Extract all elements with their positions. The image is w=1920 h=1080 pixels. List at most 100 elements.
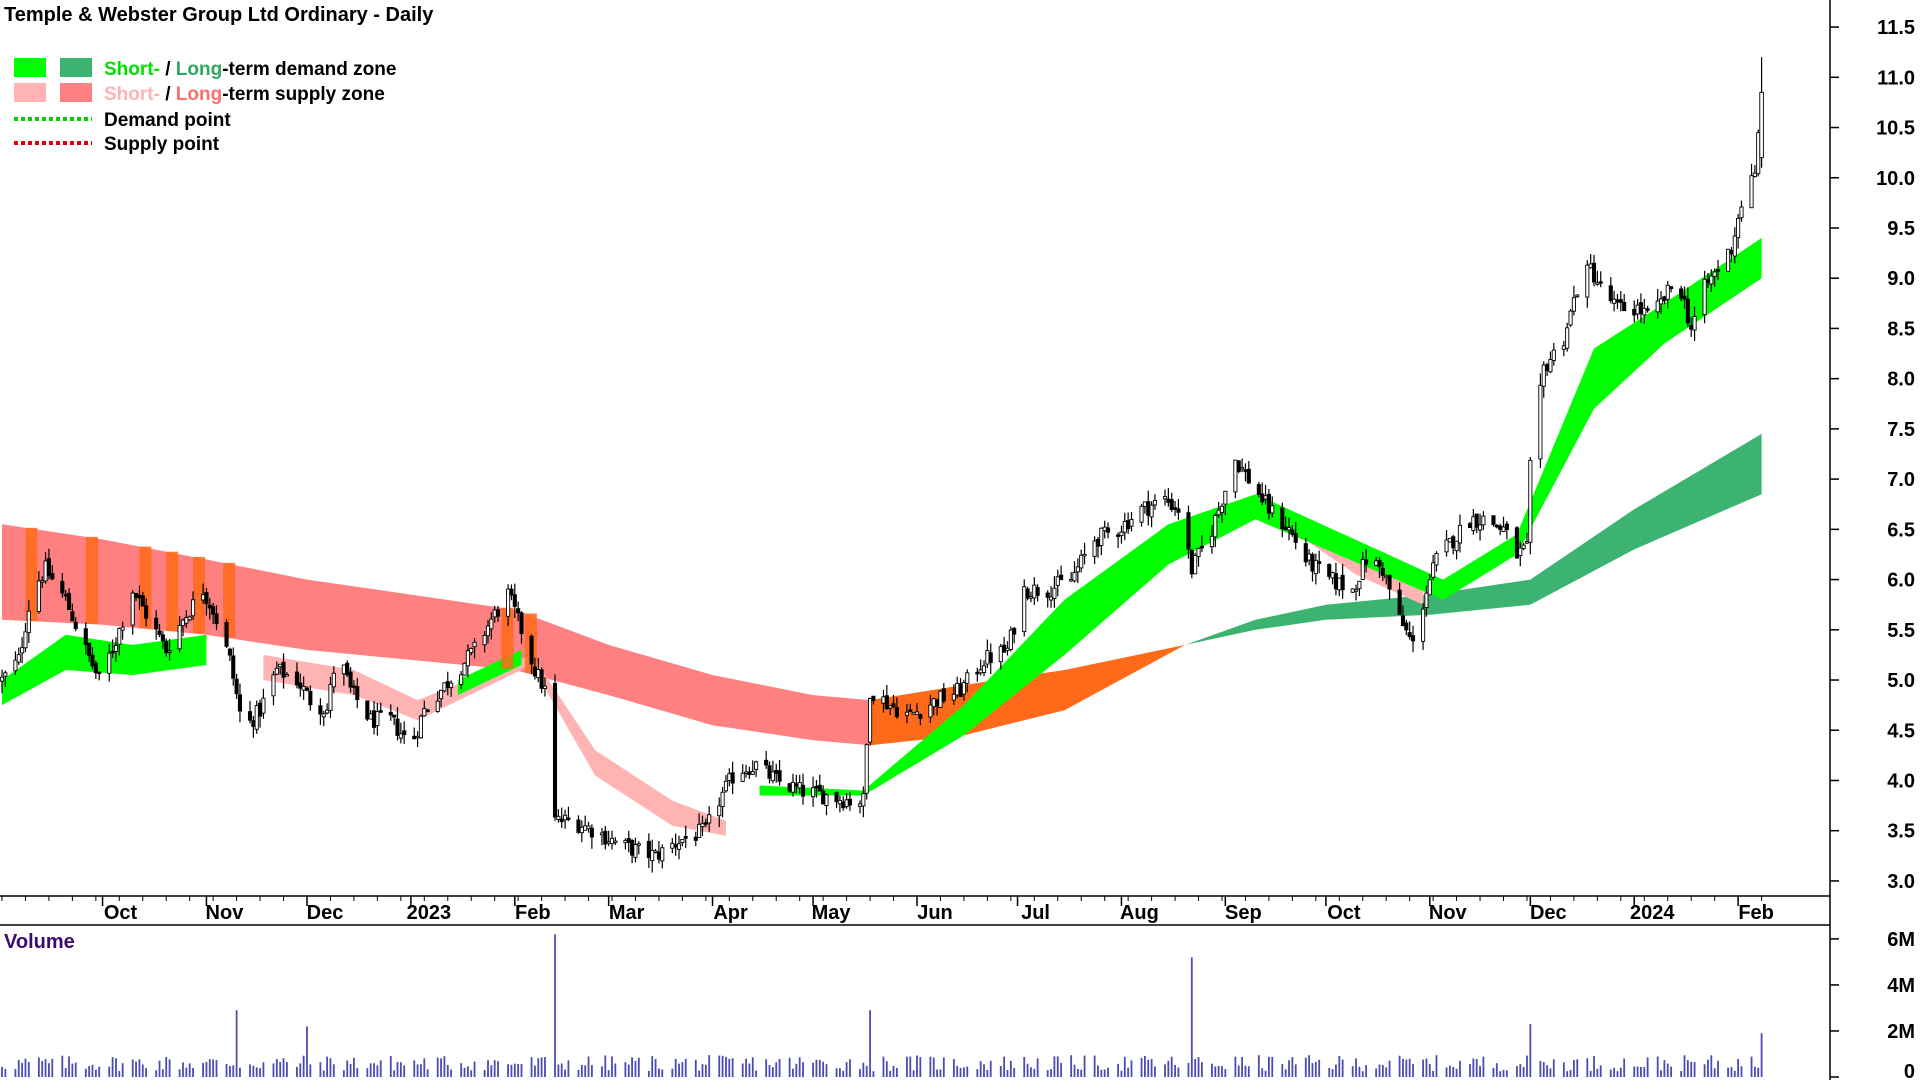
candle-body bbox=[1501, 526, 1506, 533]
volume-bar bbox=[872, 1071, 875, 1077]
volume-bar bbox=[681, 1062, 684, 1077]
candle-body bbox=[1434, 553, 1439, 566]
candle-body bbox=[187, 616, 192, 621]
volume-bar bbox=[1140, 1057, 1143, 1077]
candle-body bbox=[1561, 345, 1566, 350]
candle-body bbox=[1498, 525, 1503, 530]
candle-body bbox=[911, 712, 916, 715]
volume-bar bbox=[1073, 1064, 1076, 1077]
volume-bar bbox=[1100, 1069, 1103, 1077]
volume-bar bbox=[64, 1068, 67, 1077]
candle-body bbox=[271, 674, 276, 697]
candle-body bbox=[697, 823, 702, 839]
candle-body bbox=[536, 669, 541, 679]
volume-bar bbox=[490, 1065, 493, 1077]
candle-body bbox=[1146, 501, 1151, 516]
volume-bar bbox=[1596, 1068, 1599, 1077]
volume-bar bbox=[37, 1057, 40, 1077]
volume-bar bbox=[725, 1057, 727, 1077]
volume-bar bbox=[1127, 1067, 1130, 1077]
volume-bar bbox=[1187, 1062, 1190, 1077]
volume-bar bbox=[326, 1056, 329, 1077]
candle-body bbox=[1481, 515, 1486, 526]
volume-bar bbox=[1740, 1066, 1743, 1077]
volume-bar bbox=[936, 1069, 938, 1077]
candle-body bbox=[1451, 536, 1456, 549]
volume-bar bbox=[1710, 1055, 1713, 1077]
candle-body bbox=[703, 822, 708, 825]
candle-body bbox=[814, 785, 819, 789]
candle-body bbox=[1357, 580, 1362, 590]
candle-body bbox=[304, 687, 310, 691]
time-tick-label: Dec bbox=[307, 902, 344, 924]
volume-bar bbox=[1526, 1055, 1528, 1077]
price-tick-label: 4.0 bbox=[1887, 770, 1915, 792]
time-tick-label: 2024 bbox=[1630, 902, 1675, 924]
volume-bar bbox=[1244, 1065, 1247, 1077]
candle-body bbox=[144, 605, 149, 619]
long-term-demand-zone bbox=[1185, 433, 1762, 645]
volume-bar bbox=[309, 1064, 312, 1077]
candle-body bbox=[1454, 540, 1459, 552]
candle-body bbox=[552, 683, 558, 818]
candle-body bbox=[214, 613, 219, 625]
volume-bar bbox=[1003, 1056, 1006, 1077]
candle-body bbox=[1122, 520, 1127, 533]
candle-body bbox=[204, 591, 209, 605]
candle-body bbox=[465, 650, 470, 667]
candle-body bbox=[70, 611, 75, 622]
price-tick-label: 6.5 bbox=[1887, 519, 1915, 541]
volume-bar bbox=[1660, 1070, 1662, 1077]
candle-body bbox=[1246, 468, 1251, 484]
volume-bar bbox=[678, 1063, 680, 1077]
candle-body bbox=[1186, 512, 1191, 550]
volume-bar bbox=[1586, 1058, 1589, 1077]
candle-body bbox=[754, 761, 759, 770]
candle-body bbox=[1035, 587, 1040, 596]
candle-body bbox=[20, 647, 25, 654]
volume-bar bbox=[1495, 1063, 1498, 1077]
volume-bar bbox=[718, 1055, 721, 1077]
candle-body bbox=[254, 705, 259, 730]
candle-body bbox=[975, 671, 980, 675]
volume-bar bbox=[1683, 1055, 1686, 1077]
time-ticks: Oct Nov Dec 2023 Feb Mar Apr May Jun Jul Aug Sep Oct… bbox=[1, 896, 1774, 924]
volume-bar bbox=[798, 1057, 801, 1077]
volume-bar bbox=[376, 1065, 379, 1077]
candle-body bbox=[1263, 495, 1268, 500]
volume-bar bbox=[1221, 1066, 1223, 1077]
candle-body bbox=[744, 771, 749, 774]
volume-bar bbox=[121, 1063, 124, 1077]
candle-body bbox=[1669, 286, 1674, 290]
volume-bar bbox=[373, 1063, 375, 1077]
volume-bar bbox=[1529, 1024, 1532, 1077]
candle-body bbox=[1189, 550, 1194, 575]
candle-body bbox=[1685, 298, 1690, 324]
volume-tick-label: 4M bbox=[1887, 975, 1915, 997]
volume-bar bbox=[607, 1070, 610, 1077]
volume-bar bbox=[835, 1068, 838, 1077]
candle-body bbox=[1548, 359, 1553, 373]
candle-body bbox=[415, 735, 420, 739]
volume-bar bbox=[1562, 1062, 1565, 1077]
volume-bar bbox=[839, 1068, 841, 1077]
volume-bar bbox=[1760, 1033, 1763, 1077]
legend-demand-zone: Short- / Long-term demand zone bbox=[104, 59, 396, 80]
volume-bar bbox=[178, 1069, 181, 1077]
volume-bar bbox=[1469, 1064, 1471, 1077]
candle-body bbox=[559, 818, 564, 823]
candle-body bbox=[1421, 608, 1426, 642]
candle-body bbox=[1478, 524, 1483, 531]
time-tick-label: Oct bbox=[104, 902, 138, 924]
candle-body bbox=[1655, 300, 1660, 313]
volume-bar bbox=[564, 1069, 566, 1077]
candle-body bbox=[469, 647, 474, 654]
volume-bar bbox=[91, 1064, 94, 1077]
candle-body bbox=[46, 558, 51, 577]
volume-bar bbox=[795, 1063, 798, 1077]
candle-body bbox=[653, 850, 658, 854]
candle-body bbox=[646, 840, 651, 859]
volume-bar bbox=[1750, 1056, 1753, 1077]
volume-bar bbox=[1455, 1068, 1458, 1077]
candle-body bbox=[485, 625, 491, 637]
